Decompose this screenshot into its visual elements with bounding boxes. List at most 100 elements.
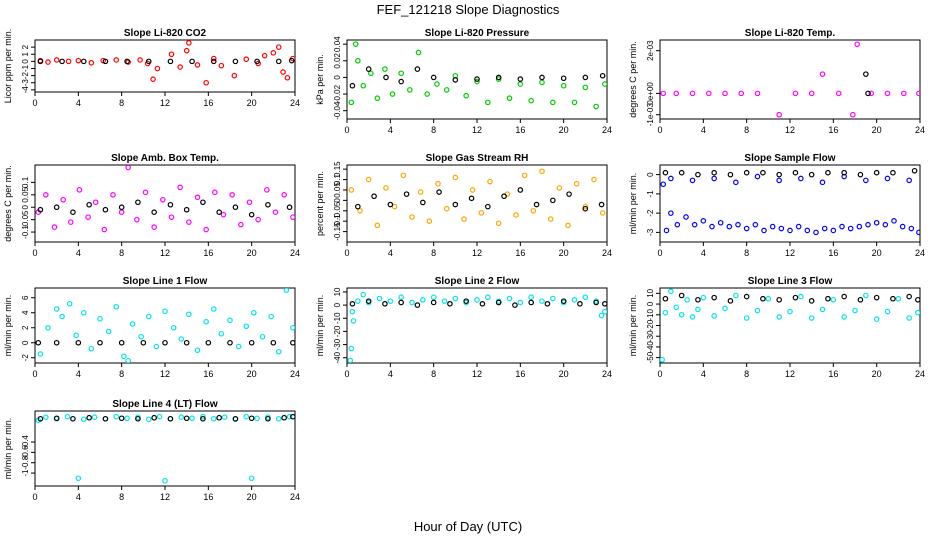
data-point	[722, 90, 728, 97]
x-tick-label: 12	[160, 98, 170, 108]
data-point	[752, 221, 759, 228]
y-tick-label: -0.05	[333, 201, 342, 220]
data-point	[573, 180, 580, 187]
panel-title: Slope Line 2 Flow	[435, 276, 520, 287]
data-point	[900, 90, 907, 97]
panel-title: Slope Li-820 Pressure	[425, 28, 530, 39]
data-point	[674, 221, 681, 228]
data-point	[485, 203, 491, 210]
data-point	[695, 306, 701, 313]
y-tick-label: 0e+00	[646, 82, 655, 105]
x-tick-label: 12	[160, 369, 170, 379]
data-point	[118, 339, 125, 346]
data-point	[288, 57, 295, 64]
data-point	[210, 306, 217, 312]
data-point	[227, 317, 233, 324]
x-tick-label: 24	[290, 369, 300, 379]
data-point	[463, 92, 469, 99]
data-point	[350, 318, 357, 324]
data-point	[142, 189, 149, 196]
data-point	[808, 171, 815, 178]
data-point	[452, 174, 459, 181]
data-point	[355, 57, 361, 64]
data-point	[259, 333, 266, 340]
data-point	[183, 206, 190, 213]
plot-frame	[659, 287, 921, 364]
data-point	[691, 221, 698, 228]
data-point	[821, 225, 828, 232]
data-point	[216, 414, 222, 421]
y-tick-label: -2	[646, 209, 655, 217]
data-point	[254, 58, 260, 65]
data-point	[678, 169, 685, 176]
data-point	[743, 169, 750, 176]
data-point	[776, 314, 782, 320]
data-point	[365, 298, 372, 304]
data-point	[668, 288, 674, 295]
y-tick-label: 0.15	[333, 161, 342, 177]
data-point	[825, 169, 831, 176]
data-point	[248, 211, 255, 218]
data-point	[151, 209, 157, 215]
y-tick-label: -0.1	[333, 214, 342, 228]
y-tick-label: -0.6	[21, 445, 30, 459]
data-point	[854, 41, 860, 48]
data-point	[577, 300, 583, 307]
y-tick-label: 1	[21, 51, 30, 56]
y-tick-label: 0	[21, 204, 30, 209]
data-point	[75, 339, 82, 346]
data-point	[662, 295, 669, 302]
data-point	[776, 171, 782, 178]
data-point	[873, 316, 880, 322]
x-tick-label: 0	[657, 248, 662, 258]
data-point	[235, 343, 242, 350]
data-point	[53, 339, 60, 346]
plot-frame	[659, 39, 921, 120]
data-point	[200, 413, 206, 420]
data-point	[383, 74, 389, 81]
y-tick-label: -0.4	[21, 435, 30, 449]
data-point	[819, 179, 826, 186]
x-tick-label: 4	[76, 492, 81, 502]
y-tick-label: -2	[21, 354, 30, 362]
data-point	[571, 99, 578, 106]
data-point	[251, 309, 257, 316]
data-point	[565, 222, 571, 229]
data-point	[145, 58, 152, 65]
data-point	[873, 219, 880, 226]
data-point	[474, 297, 480, 303]
data-point	[754, 90, 761, 97]
data-point	[200, 199, 206, 206]
y-tick-label: -30	[646, 330, 655, 342]
data-point	[45, 59, 51, 65]
data-point	[443, 87, 450, 93]
points	[660, 288, 920, 363]
data-point	[582, 203, 589, 210]
x-tick-label: 0	[32, 369, 37, 379]
x-tick-label: 8	[119, 248, 124, 258]
data-point	[150, 76, 156, 82]
data-point	[890, 169, 896, 176]
data-point	[65, 58, 72, 65]
data-point	[398, 294, 404, 301]
panel: Slope Line 1 Flow ml/min per min. 0 4 8 12 16 2…	[3, 276, 300, 379]
y-tick-label: 0.05	[21, 186, 30, 202]
y-tick-label: -30	[333, 338, 342, 350]
data-point	[915, 309, 920, 316]
data-point	[170, 324, 177, 331]
data-point	[452, 77, 459, 83]
data-point	[168, 214, 175, 220]
y-tick-label: 6	[21, 295, 30, 300]
y-tick-label: 0.1	[333, 173, 342, 185]
data-point	[80, 416, 87, 423]
data-point	[59, 313, 65, 320]
data-point	[415, 49, 422, 56]
data-point	[560, 82, 567, 89]
x-tick-label: 20	[247, 492, 257, 502]
data-point	[517, 299, 524, 306]
data-point	[101, 226, 108, 233]
panel: Slope Sample Flow ml/min per min. 0 4 8 12 16 2…	[628, 153, 925, 258]
data-point	[53, 306, 60, 312]
